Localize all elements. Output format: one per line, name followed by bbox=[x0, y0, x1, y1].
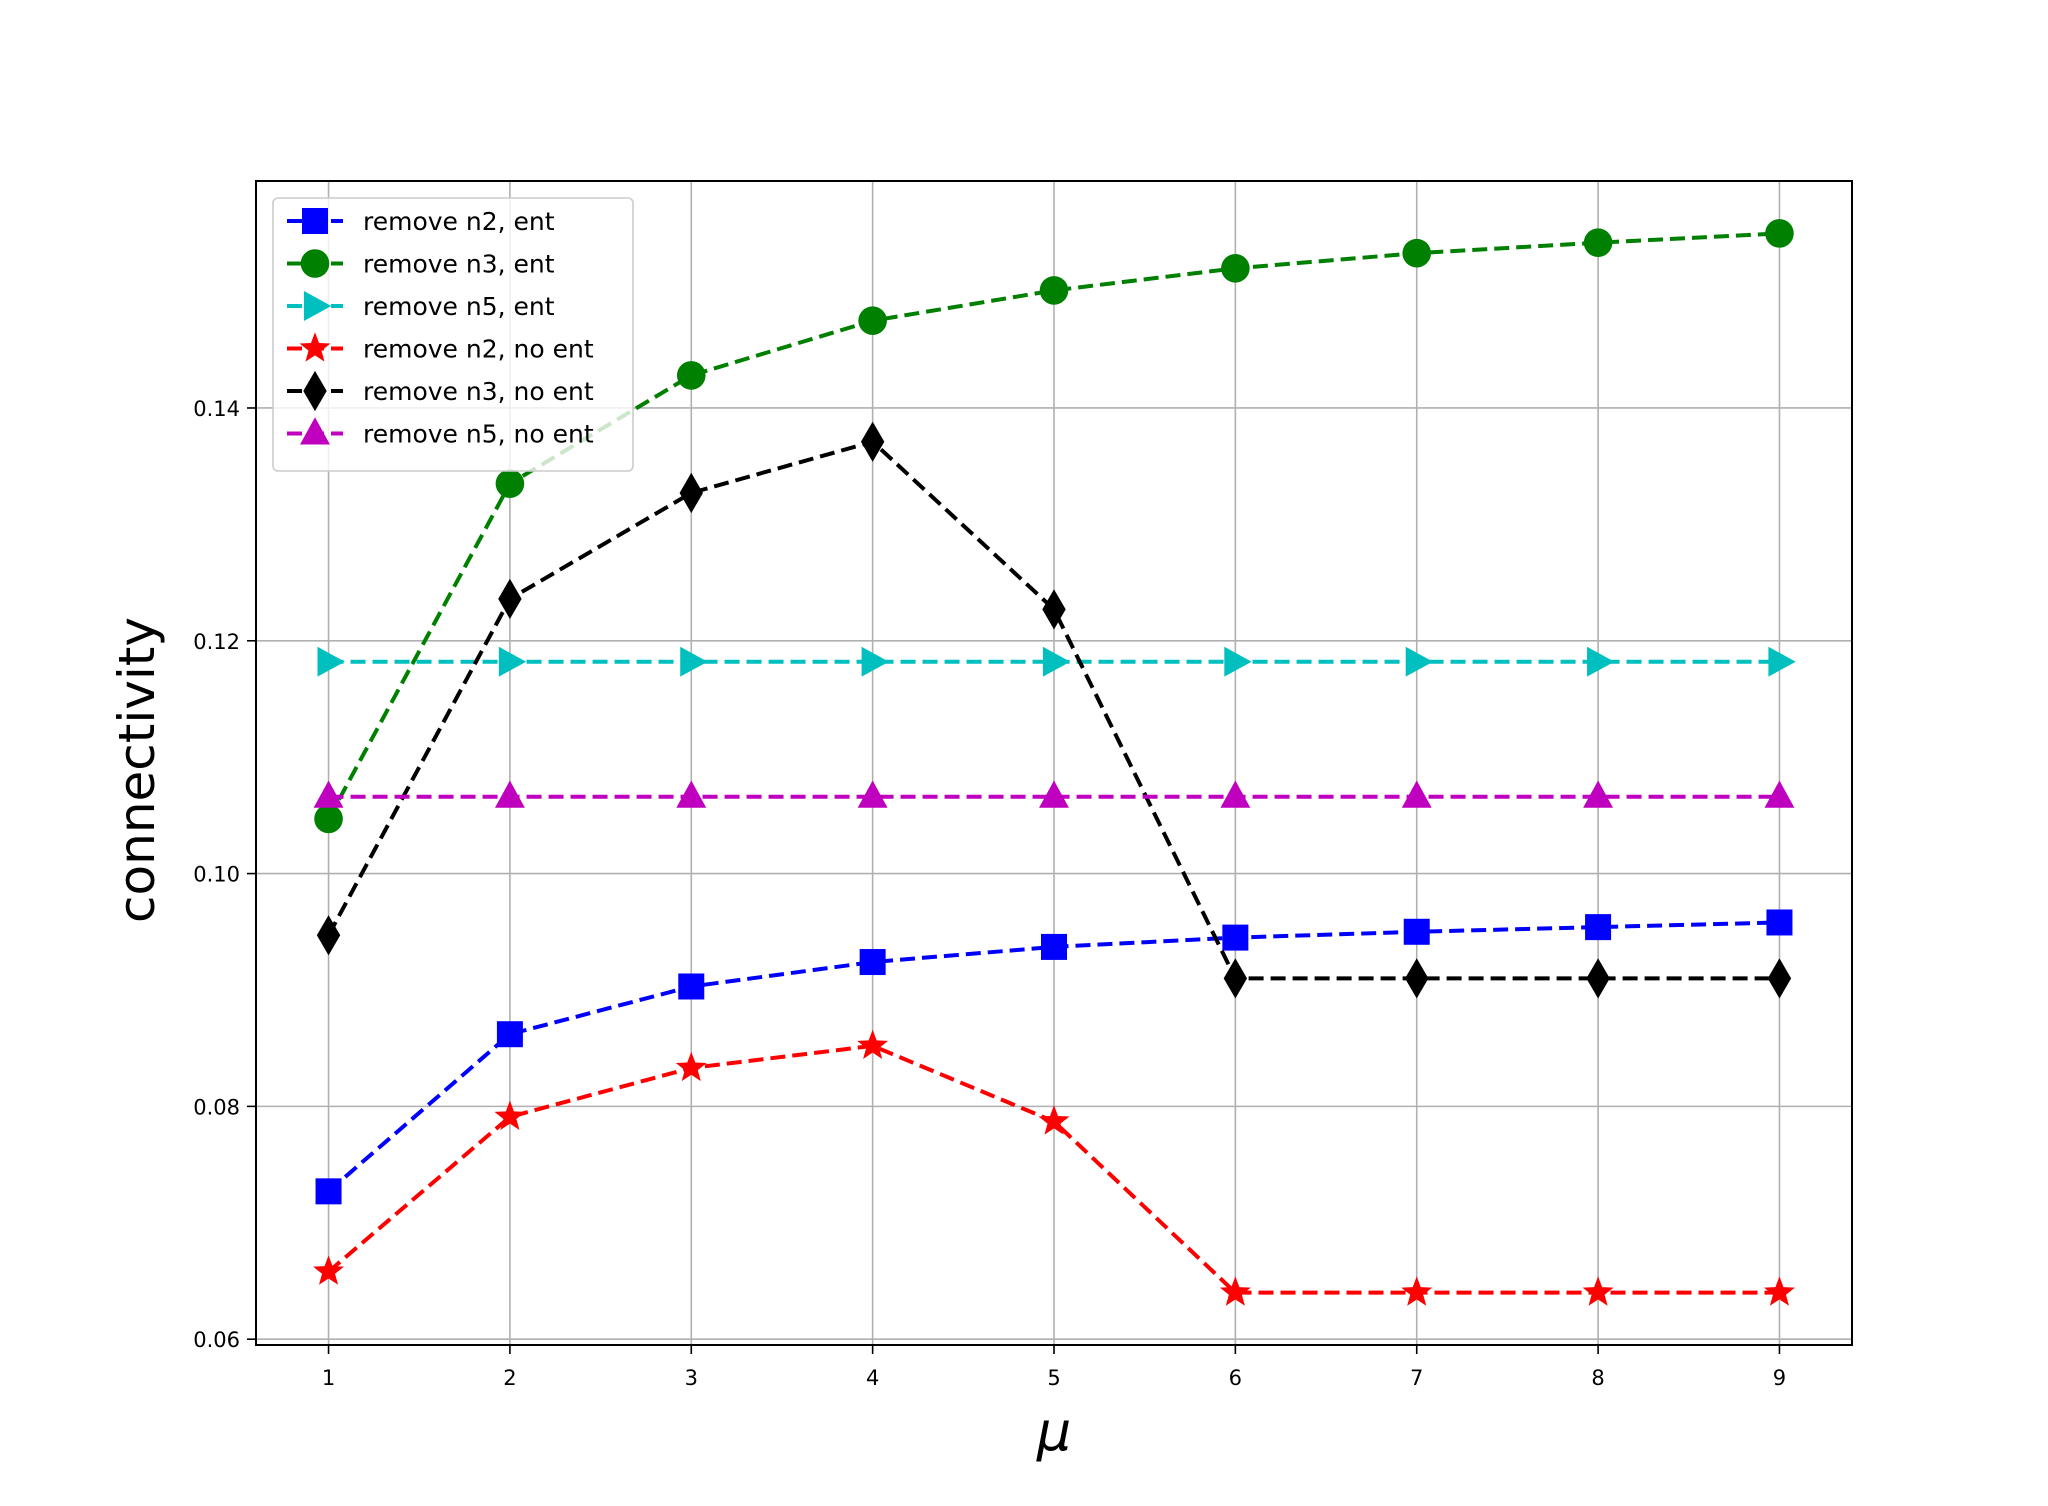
data-point bbox=[1766, 909, 1793, 936]
legend-marker bbox=[303, 291, 332, 321]
data-point bbox=[861, 646, 889, 677]
legend-marker bbox=[300, 249, 330, 278]
legend-item: remove n5, ent bbox=[287, 291, 555, 321]
data-point bbox=[676, 780, 707, 808]
y-tick-label: 0.08 bbox=[193, 1095, 240, 1119]
y-axis-label: connectivity bbox=[108, 617, 166, 923]
legend-box bbox=[272, 197, 634, 472]
data-point bbox=[1042, 589, 1066, 630]
data-point bbox=[1402, 238, 1432, 268]
data-point bbox=[1039, 780, 1069, 808]
data-point bbox=[315, 1178, 342, 1205]
data-point bbox=[857, 780, 888, 808]
series-6 bbox=[313, 780, 1795, 808]
x-tick-label: 3 bbox=[685, 1366, 698, 1390]
data-point bbox=[678, 973, 705, 1000]
legend: remove n2, ent remove n3, ent remove n5, e… bbox=[272, 197, 634, 472]
legend-label: remove n3, no ent bbox=[363, 377, 594, 406]
data-point bbox=[313, 1255, 344, 1285]
y-tick-label: 0.14 bbox=[193, 397, 240, 421]
data-point bbox=[1767, 958, 1792, 999]
data-point bbox=[1038, 1105, 1070, 1135]
x-tick-label: 2 bbox=[503, 1366, 516, 1390]
data-point bbox=[494, 1100, 526, 1130]
legend-label: remove n2, no ent bbox=[363, 335, 594, 364]
data-point bbox=[496, 1021, 523, 1048]
data-point bbox=[1401, 780, 1432, 808]
data-point bbox=[1764, 780, 1795, 808]
data-point bbox=[1224, 646, 1252, 677]
data-point bbox=[859, 949, 886, 976]
data-point bbox=[1587, 646, 1615, 677]
legend-label: remove n5, no ent bbox=[363, 420, 594, 449]
data-point bbox=[1585, 914, 1612, 941]
data-point bbox=[1223, 958, 1248, 999]
data-point bbox=[1401, 1276, 1433, 1306]
data-point bbox=[495, 469, 525, 498]
x-tick-label: 6 bbox=[1229, 1366, 1242, 1390]
series-5 bbox=[316, 421, 1792, 999]
data-point bbox=[1586, 958, 1610, 999]
axis-ticks: 1 2 3 4 5 6 7 8 9 0.06 0.08 0.10 0.12 0.14 bbox=[193, 397, 1786, 1390]
y-tick-label: 0.10 bbox=[193, 863, 240, 887]
data-point bbox=[314, 804, 343, 834]
x-tick-label: 1 bbox=[322, 1366, 335, 1390]
data-point bbox=[679, 472, 703, 514]
data-point bbox=[857, 1029, 889, 1059]
data-point bbox=[1583, 780, 1614, 808]
data-point bbox=[1582, 1276, 1614, 1306]
data-point bbox=[1405, 958, 1429, 999]
series-line bbox=[326, 439, 1780, 981]
data-point bbox=[1403, 918, 1430, 945]
y-tick-label: 0.12 bbox=[193, 630, 240, 654]
data-point bbox=[498, 646, 527, 677]
legend-marker bbox=[302, 208, 328, 234]
data-point bbox=[1042, 646, 1071, 677]
data-point bbox=[1765, 219, 1794, 248]
data-point bbox=[860, 421, 885, 462]
data-point bbox=[675, 1051, 707, 1082]
legend-label: remove n5, ent bbox=[363, 292, 555, 321]
data-point bbox=[313, 780, 344, 808]
data-point bbox=[1764, 1276, 1795, 1306]
data-point bbox=[317, 646, 345, 677]
legend-item: remove n2, ent bbox=[287, 207, 555, 236]
data-point bbox=[858, 306, 887, 335]
legend-item: remove n5, no ent bbox=[287, 417, 594, 449]
data-point bbox=[1220, 780, 1251, 808]
x-tick-label: 5 bbox=[1047, 1366, 1060, 1390]
series-4 bbox=[313, 1029, 1795, 1306]
data-point bbox=[1039, 276, 1069, 305]
data-point bbox=[680, 646, 708, 677]
legend-label: remove n3, ent bbox=[363, 250, 555, 279]
data-point bbox=[1405, 646, 1433, 677]
legend-marker bbox=[299, 332, 331, 362]
data-point bbox=[1221, 253, 1250, 283]
legend-marker bbox=[300, 417, 330, 445]
data-point bbox=[1222, 924, 1249, 951]
data-point bbox=[1041, 933, 1067, 960]
series-3 bbox=[317, 646, 1796, 677]
x-tick-label: 4 bbox=[866, 1366, 879, 1390]
legend-item: remove n3, no ent bbox=[287, 370, 594, 412]
y-tick-label: 0.06 bbox=[193, 1328, 240, 1352]
data-point bbox=[1583, 228, 1613, 257]
x-axis-label: μ bbox=[1036, 1400, 1071, 1463]
x-tick-label: 8 bbox=[1591, 1366, 1604, 1390]
legend-item: remove n2, no ent bbox=[287, 332, 594, 364]
x-tick-label: 9 bbox=[1773, 1366, 1786, 1390]
data-point bbox=[498, 578, 522, 620]
data-point bbox=[316, 915, 341, 956]
legend-label: remove n2, ent bbox=[363, 207, 555, 236]
data-point bbox=[676, 361, 706, 390]
legend-marker bbox=[303, 370, 327, 412]
series-1 bbox=[315, 909, 1793, 1205]
data-point bbox=[494, 780, 525, 808]
data-point bbox=[1219, 1276, 1251, 1306]
data-point bbox=[1768, 646, 1796, 677]
legend-item: remove n3, ent bbox=[287, 249, 555, 279]
x-tick-label: 7 bbox=[1410, 1366, 1423, 1390]
